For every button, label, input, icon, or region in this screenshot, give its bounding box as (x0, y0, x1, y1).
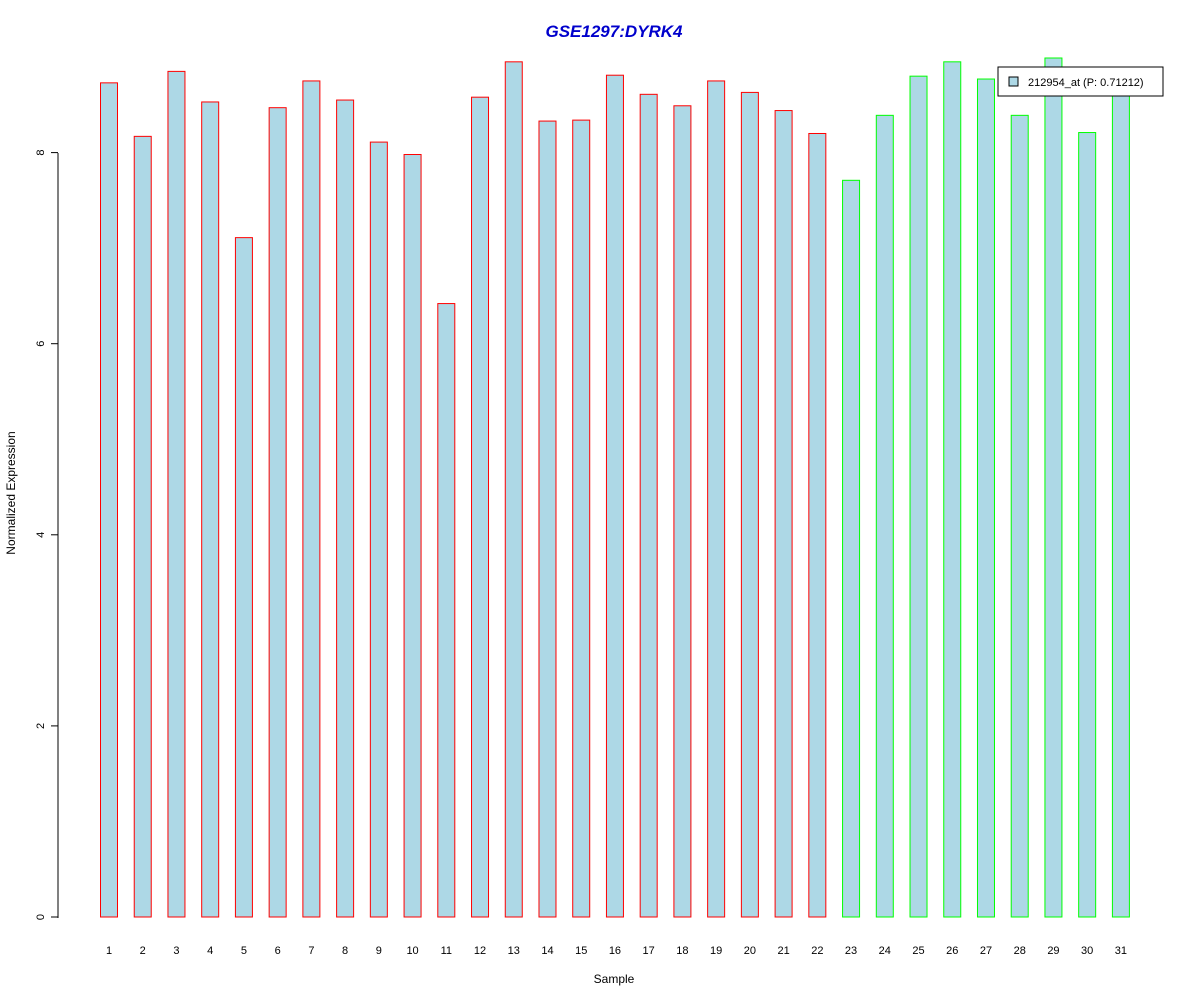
x-tick-label: 3 (173, 945, 179, 957)
x-tick-label: 6 (275, 945, 281, 957)
bar-sample-15 (572, 119, 591, 918)
x-tick-label: 22 (811, 945, 823, 957)
y-tick-label: 2 (35, 723, 47, 729)
x-tick-label: 9 (376, 945, 382, 957)
bar-sample-31 (1111, 89, 1130, 918)
legend: 212954_at (P: 0.71212) (997, 66, 1164, 97)
x-tick-label: 30 (1081, 945, 1093, 957)
bar-sample-13 (504, 61, 523, 918)
x-tick-label: 16 (609, 945, 621, 957)
bar-sample-10 (403, 154, 422, 918)
x-tick-label: 11 (441, 945, 452, 957)
x-tick-label: 29 (1047, 945, 1059, 957)
x-tick-label: 1 (106, 945, 112, 957)
y-axis-ticks: 0 2 4 6 8 (35, 150, 58, 920)
x-tick-label: 8 (342, 945, 348, 957)
y-tick-label: 8 (35, 150, 47, 156)
y-tick-label: 6 (35, 341, 47, 347)
bar-sample-27 (976, 78, 995, 918)
bar-sample-5 (234, 237, 253, 918)
bar-sample-25 (909, 75, 928, 918)
bar-sample-2 (133, 135, 152, 918)
x-tick-label: 31 (1115, 945, 1127, 957)
x-tick-label: 14 (541, 945, 553, 957)
bar-sample-14 (538, 120, 557, 918)
x-tick-label: 27 (980, 945, 992, 957)
bars (100, 57, 1130, 918)
bar-sample-23 (842, 179, 861, 918)
x-tick-label: 20 (744, 945, 756, 957)
bar-sample-8 (336, 99, 355, 918)
x-tick-label: 18 (676, 945, 688, 957)
bar-sample-16 (605, 74, 624, 918)
x-tick-label: 12 (474, 945, 486, 957)
x-tick-label: 26 (946, 945, 958, 957)
bar-sample-9 (369, 141, 388, 918)
y-tick-label: 4 (35, 532, 47, 538)
x-tick-label: 21 (777, 945, 789, 957)
bar-sample-6 (268, 107, 287, 918)
bar-sample-20 (740, 91, 759, 918)
bar-sample-18 (673, 105, 692, 918)
bar-sample-12 (471, 96, 490, 918)
legend-label: 212954_at (P: 0.71212) (1028, 77, 1144, 89)
legend-box (997, 66, 1164, 97)
x-tick-label: 23 (845, 945, 857, 957)
x-tick-label: 10 (406, 945, 418, 957)
chart-title: GSE1297:DYRK4 (545, 22, 683, 41)
bar-sample-7 (302, 80, 321, 918)
x-tick-label: 4 (207, 945, 213, 957)
bar-sample-29 (1044, 57, 1063, 918)
x-tick-label: 2 (140, 945, 146, 957)
bar-sample-4 (201, 101, 220, 918)
bar-sample-3 (167, 70, 186, 918)
bar-sample-30 (1078, 132, 1097, 918)
y-axis-label: Normalized Expression (4, 431, 18, 554)
bar-sample-26 (943, 61, 962, 918)
x-tick-label: 19 (710, 945, 722, 957)
bar-sample-19 (707, 80, 726, 918)
y-tick-label: 0 (35, 914, 47, 920)
bar-sample-11 (437, 303, 456, 918)
bar-sample-1 (100, 82, 118, 918)
bar-sample-17 (639, 93, 658, 918)
x-tick-label: 28 (1014, 945, 1026, 957)
legend-swatch (1008, 76, 1019, 87)
x-tick-label: 17 (643, 945, 655, 957)
x-axis-label: Sample (594, 972, 635, 986)
x-tick-label: 7 (308, 945, 314, 957)
bar-sample-21 (774, 110, 793, 918)
bar-sample-28 (1010, 114, 1029, 918)
x-tick-label: 24 (879, 945, 891, 957)
x-tick-label: 25 (912, 945, 924, 957)
x-tick-label: 13 (508, 945, 520, 957)
bar-sample-24 (875, 114, 894, 918)
x-tick-label: 15 (575, 945, 587, 957)
x-axis-tick-labels: 1 2 3 4 5 6 7 8 9 10 11 12 13 14 15 16 17 18 19 20 21 22 23 24 2… (106, 945, 1127, 957)
bar-sample-22 (808, 132, 827, 918)
x-tick-label: 5 (241, 945, 247, 957)
